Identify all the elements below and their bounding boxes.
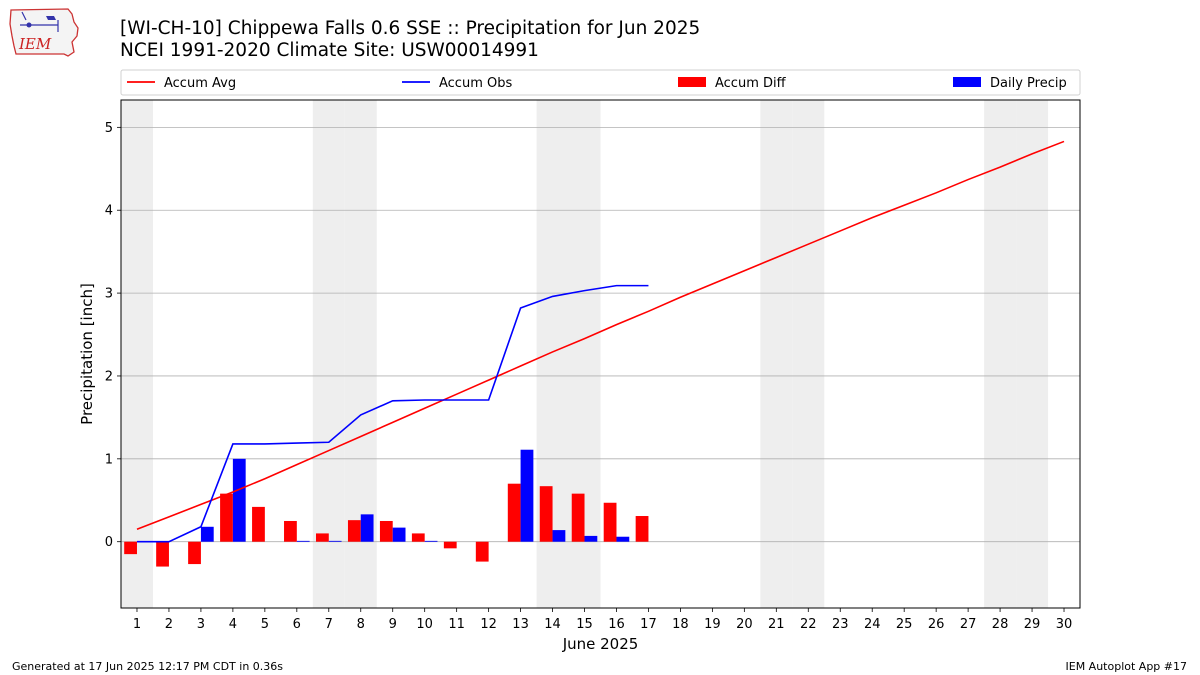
- x-tick-label-18: 18: [672, 617, 689, 632]
- accum-obs-line: [136, 284, 649, 543]
- plot-frame: [120, 99, 1081, 609]
- weekend-shade-day-7: [312, 100, 345, 608]
- legend-label-daily-precip: Daily Precip: [990, 76, 1067, 91]
- x-tick-label-14: 14: [544, 617, 561, 632]
- x-axis-ticks: 1 2 3 4 5 6 7 8 9 10 11 12 13 14 15 16 17 18 19 20 21 22 23 24 2…: [133, 608, 1072, 632]
- daily-precip-bar-day-7: [328, 540, 342, 542]
- accum-diff-bar-day-8: [347, 520, 361, 542]
- accum-diff-bar-day-16: [603, 502, 617, 542]
- x-tick-label-22: 22: [800, 617, 817, 632]
- accum-diff-bar-day-15: [571, 493, 585, 542]
- lines-group: [136, 140, 1065, 543]
- y-tick-label-3: 3: [105, 287, 113, 302]
- iowa-outline-shape: [9, 8, 79, 57]
- daily-precip-bar-day-14: [552, 530, 566, 542]
- accum-diff-bar-day-14: [539, 486, 553, 542]
- x-tick-label-2: 2: [165, 617, 173, 632]
- accum-diff-bar-day-6: [284, 520, 297, 542]
- chart-subtitle: NCEI 1991-2020 Climate Site: USW00014991: [120, 40, 539, 61]
- y-tick-label-4: 4: [105, 204, 113, 219]
- x-tick-label-12: 12: [480, 617, 497, 632]
- y-tick-label-0: 0: [105, 535, 113, 550]
- x-tick-label-1: 1: [133, 617, 141, 632]
- x-tick-label-19: 19: [704, 617, 721, 632]
- x-tick-label-21: 21: [768, 617, 785, 632]
- y-tick-label-5: 5: [105, 121, 113, 136]
- legend-label-accum-avg: Accum Avg: [164, 76, 236, 91]
- daily-precip-bar-day-16: [616, 536, 630, 542]
- legend-label-accum-diff: Accum Diff: [715, 76, 787, 91]
- accum-diff-bar-day-13: [507, 483, 521, 542]
- chart-title: [WI-CH-10] Chippewa Falls 0.6 SSE :: Pre…: [120, 18, 701, 39]
- x-tick-label-9: 9: [389, 617, 397, 632]
- x-tick-label-16: 16: [608, 617, 625, 632]
- x-tick-label-23: 23: [832, 617, 849, 632]
- accum-diff-bar-day-4: [220, 493, 233, 542]
- daily-precip-bar-day-6: [296, 540, 310, 542]
- daily-precip-bar-day-13: [520, 449, 534, 542]
- x-tick-label-13: 13: [512, 617, 529, 632]
- grid-lines: [121, 126, 1080, 543]
- x-tick-label-27: 27: [960, 617, 977, 632]
- generated-timestamp: Generated at 17 Jun 2025 12:17 PM CDT in…: [12, 660, 284, 673]
- accum-diff-bar-day-3: [188, 541, 201, 565]
- x-tick-label-17: 17: [640, 617, 657, 632]
- x-tick-label-10: 10: [416, 617, 433, 632]
- weekend-shade-day-29: [1016, 100, 1049, 608]
- legend-swatch-accum-diff: [678, 77, 706, 87]
- accum-diff-bar-day-9: [379, 520, 393, 542]
- accum-diff-bar-day-10: [411, 533, 425, 542]
- legend-label-accum-obs: Accum Obs: [439, 76, 512, 91]
- accum-diff-bar-day-1: [124, 541, 137, 555]
- daily-precip-bar-day-10: [424, 540, 438, 542]
- accum-avg-line: [136, 140, 1065, 531]
- x-tick-label-7: 7: [325, 617, 333, 632]
- x-tick-label-20: 20: [736, 617, 753, 632]
- x-tick-label-15: 15: [576, 617, 593, 632]
- accum-diff-bar-day-5: [252, 506, 265, 542]
- x-tick-label-3: 3: [197, 617, 205, 632]
- weekend-shade-day-1: [121, 100, 153, 608]
- logo-text: IEM: [18, 35, 52, 53]
- x-tick-label-24: 24: [864, 617, 881, 632]
- iem-logo: IEM: [9, 8, 79, 57]
- daily-precip-bar-day-15: [584, 535, 598, 542]
- y-axis-ticks: 0 1 2 3 4 5: [105, 121, 121, 550]
- autoplot-app-label: IEM Autoplot App #17: [1065, 660, 1188, 673]
- x-tick-label-6: 6: [293, 617, 301, 632]
- x-axis-label: June 2025: [562, 635, 639, 653]
- accum-diff-bar-day-7: [315, 533, 329, 542]
- accum-diff-bar-day-11: [443, 541, 457, 549]
- accum-diff-bar-day-2: [156, 541, 169, 567]
- weekend-shade-day-22: [792, 100, 825, 608]
- daily-precip-bar-day-9: [392, 527, 406, 542]
- accum-diff-bar-day-17: [635, 516, 649, 542]
- daily-precip-bar-day-8: [360, 514, 374, 542]
- x-tick-label-30: 30: [1056, 617, 1073, 632]
- weekend-shade-day-21: [760, 100, 793, 608]
- legend: Accum Avg Accum Obs Accum Diff Daily Precip: [120, 69, 1081, 96]
- x-tick-label-29: 29: [1024, 617, 1041, 632]
- x-tick-label-26: 26: [928, 617, 945, 632]
- daily-precip-bar-day-3: [200, 526, 214, 542]
- bars-group: [124, 449, 649, 567]
- accum-diff-bar-day-12: [475, 541, 489, 562]
- y-axis-label: Precipitation [inch]: [78, 283, 96, 425]
- y-tick-label-1: 1: [105, 452, 113, 467]
- daily-precip-bar-day-4: [232, 458, 246, 542]
- legend-box: [120, 69, 1081, 96]
- x-tick-label-4: 4: [229, 617, 237, 632]
- y-tick-label-2: 2: [105, 369, 113, 384]
- x-tick-label-28: 28: [992, 617, 1009, 632]
- x-tick-label-5: 5: [261, 617, 269, 632]
- legend-swatch-daily-precip: [953, 77, 981, 87]
- x-tick-label-8: 8: [357, 617, 365, 632]
- x-tick-label-11: 11: [448, 617, 465, 632]
- weekend-shade-day-28: [984, 100, 1017, 608]
- x-tick-label-25: 25: [896, 617, 913, 632]
